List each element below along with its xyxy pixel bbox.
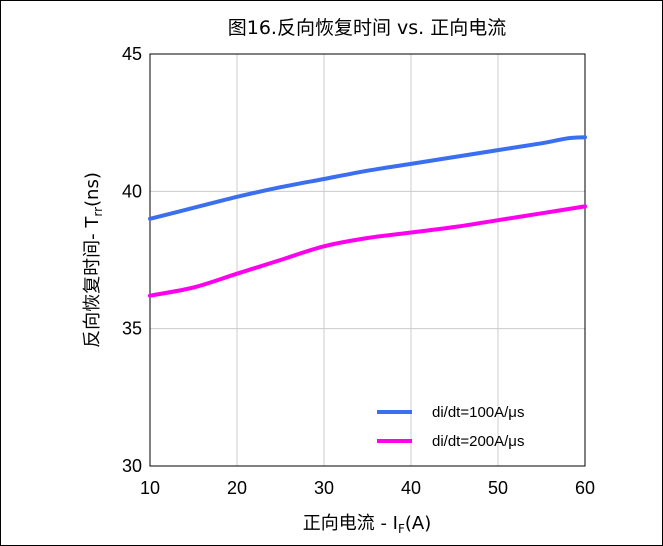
x-axis-title-sub: F <box>398 522 405 536</box>
series-group <box>148 135 587 298</box>
x-tick-label: 50 <box>488 478 508 498</box>
y-axis-title-unit: (ns) <box>82 172 103 207</box>
y-axis-title-sub: rr <box>91 207 105 217</box>
series-line-100 <box>148 135 587 221</box>
x-tick-label: 40 <box>401 478 421 498</box>
x-axis-title-unit: (A) <box>405 513 431 534</box>
legend-label-100: di/dt=100A/μs <box>432 404 524 421</box>
x-tick-label: 10 <box>140 478 160 498</box>
chart-title: 图16.反向恢复时间 vs. 正向电流 <box>228 17 506 39</box>
y-tick-labels: 30 35 40 45 <box>122 44 142 476</box>
y-axis-title-main: 反向恢复时间- T <box>82 216 103 348</box>
x-tick-label: 60 <box>575 478 595 498</box>
y-tick-label: 30 <box>122 456 142 476</box>
x-tick-label: 30 <box>314 478 334 498</box>
legend: di/dt=100A/μs di/dt=200A/μs <box>377 404 524 450</box>
plot-border <box>149 53 586 467</box>
legend-label-200: di/dt=200A/μs <box>432 433 524 450</box>
series-line-200 <box>148 204 587 298</box>
y-axis-title: 反向恢复时间- Trr(ns) <box>82 172 105 348</box>
x-axis-title: 正向电流 - IF(A) <box>303 513 432 536</box>
x-tick-labels: 10 20 30 40 50 60 <box>140 478 595 498</box>
y-tick-label: 40 <box>122 181 142 201</box>
y-tick-label: 45 <box>122 44 142 64</box>
x-axis-title-main: 正向电流 - I <box>303 513 398 534</box>
x-tick-label: 20 <box>227 478 247 498</box>
plot-area <box>150 54 585 466</box>
y-tick-label: 35 <box>122 319 142 339</box>
